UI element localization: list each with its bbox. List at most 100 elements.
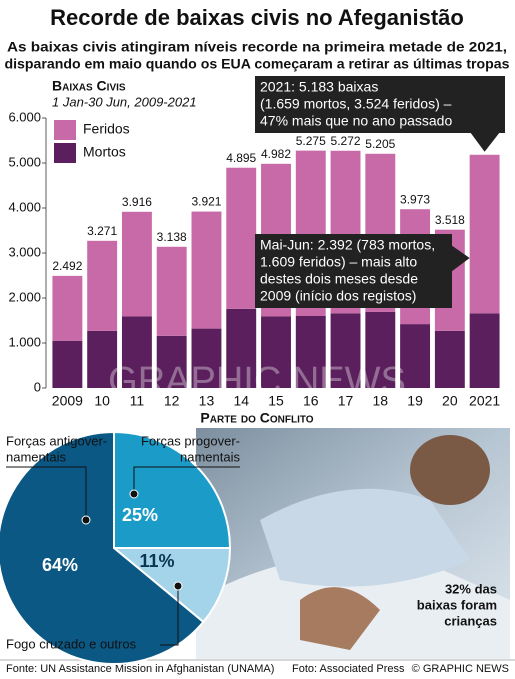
bar-segment	[121, 211, 152, 317]
legend-label: Feridos	[83, 121, 130, 137]
total-label: 5.205	[365, 137, 395, 151]
bar-segment	[434, 330, 465, 388]
y-tick-label: 0	[34, 379, 41, 394]
pie-value-label: 25%	[122, 505, 158, 525]
annotation-text: (1.659 mortos, 3.524 feridos) –	[260, 96, 452, 112]
bar-segment	[156, 246, 187, 336]
annotation-text: destes dois meses desde	[260, 271, 418, 287]
annotation-text: 1.609 feridos) – mais alto	[260, 254, 417, 270]
annotation-text: Mai-Jun: 2.392 (783 mortos,	[260, 237, 435, 253]
bar-segment	[121, 316, 152, 388]
photo-figure	[410, 435, 490, 505]
total-label: 3.518	[435, 213, 465, 227]
annotation-text: 47% mais que no ano passado	[260, 113, 452, 129]
footer-source: Fonte: UN Assistance Mission in Afghanis…	[6, 663, 274, 675]
x-tick-label: 14	[233, 393, 249, 409]
photo-caption: crianças	[444, 613, 497, 628]
total-label: 3.973	[400, 192, 430, 206]
legend-swatch	[54, 120, 76, 140]
photo-figure	[300, 587, 380, 650]
x-tick-label: 11	[130, 393, 145, 409]
photo-caption: baixas foram	[417, 597, 497, 612]
x-tick-label: 2021	[469, 393, 500, 409]
total-label: 5.275	[296, 134, 326, 148]
bar-segment	[469, 154, 500, 314]
x-tick-label: 13	[199, 393, 215, 409]
pie-category-label: Fogo cruzado e outros	[6, 636, 137, 651]
pie-category-label: namentais	[180, 449, 240, 464]
annotation-pointer	[470, 132, 500, 152]
total-label: 3.271	[87, 224, 117, 238]
bar-segment	[365, 311, 396, 388]
pie-leader-dot	[81, 515, 91, 525]
bar-segment	[226, 308, 257, 388]
x-tick-label: 16	[303, 393, 319, 409]
total-label: 3.916	[122, 195, 152, 209]
pie-leader-line	[160, 586, 179, 646]
chart-subtitle: 1 Jan-30 Jun, 2009-2021	[52, 94, 197, 109]
pie-value-label: 11%	[139, 551, 174, 571]
legend-label: Mortos	[83, 144, 126, 160]
pie-value-label: 64%	[42, 555, 78, 575]
bar-segment	[87, 330, 118, 388]
legend-swatch	[54, 143, 76, 163]
x-tick-label: 18	[373, 393, 389, 409]
pie-slice	[0, 430, 205, 665]
bar-segment	[156, 335, 187, 388]
photo-figure	[260, 488, 470, 587]
bar-segment	[191, 211, 222, 329]
x-tick-label: 15	[268, 393, 284, 409]
total-label: 2.492	[52, 259, 82, 273]
y-tick-label: 1.000	[8, 334, 41, 349]
x-axis-label: Parte do Conflito	[200, 410, 313, 426]
y-tick-label: 6.000	[8, 109, 41, 124]
x-tick-label: 20	[442, 393, 458, 409]
bar-segment	[330, 313, 361, 388]
pie-leader-dot	[173, 581, 183, 591]
subtitle: disparando em maio quando os EUA começar…	[5, 56, 510, 72]
pie-category-label: Forças progover-	[141, 433, 240, 448]
pie-slice	[111, 547, 232, 624]
pie-leader-line	[6, 466, 87, 520]
pie-leader-dot	[129, 489, 139, 499]
y-tick-label: 2.000	[8, 289, 41, 304]
watermark: GRAPHIC NEWS	[108, 360, 406, 402]
photo	[196, 428, 510, 659]
bar-segment	[226, 167, 257, 309]
y-tick-label: 4.000	[8, 199, 41, 214]
annotation-text: 2009 (início dos registos)	[260, 288, 416, 304]
x-tick-label: 2009	[52, 393, 83, 409]
bar-segment	[52, 275, 83, 341]
bar-segment	[52, 340, 83, 388]
annotation-text: 2021: 5.183 baixas	[260, 79, 378, 95]
total-label: 4.982	[261, 147, 291, 161]
footer-photo: Foto: Associated Press	[292, 663, 405, 675]
pie-slice	[113, 430, 232, 549]
bar-segment	[87, 240, 118, 331]
subtitle: As baixas civis atingiram níveis recorde…	[7, 39, 507, 55]
y-tick-label: 5.000	[8, 154, 41, 169]
x-tick-label: 10	[94, 393, 110, 409]
chart-title: Baixas Civis	[52, 78, 126, 94]
annotation-pointer	[451, 245, 470, 272]
total-label: 3.138	[157, 230, 187, 244]
pie-category-label: namentais	[6, 449, 66, 464]
bar-segment	[469, 313, 500, 388]
footer-credit: © GRAPHIC NEWS	[412, 663, 509, 675]
annotation-box	[255, 76, 505, 133]
x-tick-label: 19	[407, 393, 423, 409]
bar-segment	[261, 316, 291, 388]
pie-category-label: Forças antigover-	[6, 433, 107, 448]
total-label: 4.895	[226, 151, 256, 165]
total-label: 3.921	[191, 195, 221, 209]
annotation-box	[255, 234, 452, 308]
bar-segment	[191, 328, 222, 388]
x-tick-label: 12	[164, 393, 180, 409]
total-label: 5.272	[331, 134, 361, 148]
title: Recorde de baixas civis no Afeganistão	[50, 5, 464, 30]
bar-segment	[295, 316, 326, 388]
x-tick-label: 17	[338, 393, 354, 409]
photo-caption: 32% das	[445, 581, 497, 596]
y-tick-label: 3.000	[8, 244, 41, 259]
